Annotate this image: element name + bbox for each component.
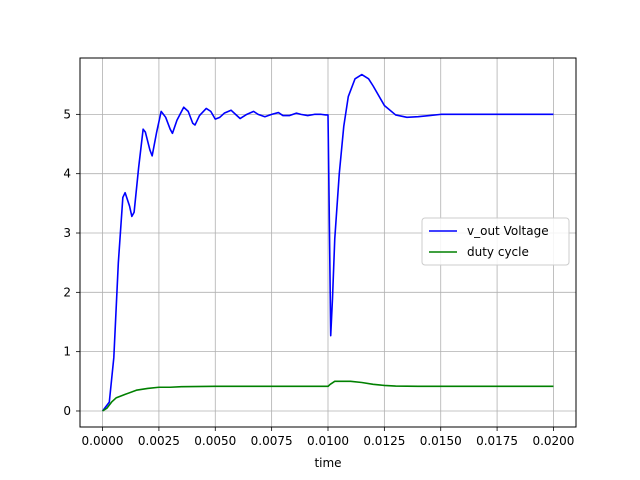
- series-lines: [101, 73, 554, 412]
- y-tick-label-3: 3: [63, 226, 71, 240]
- series-line-0: [101, 73, 554, 412]
- x-tick-label-3: 0.0075: [251, 434, 293, 448]
- series-line-1: [102, 380, 554, 412]
- legend: v_out Voltage duty cycle: [421, 217, 570, 266]
- y-tick-label-2: 2: [63, 285, 71, 299]
- y-tick-label-1: 1: [63, 345, 71, 359]
- ticks: 0.0000 0.0025 0.0050 0.0075 0.0100 0.0125 0.01…: [63, 107, 574, 448]
- legend-box: [421, 217, 570, 266]
- x-tick-label-0: 0.0000: [82, 434, 124, 448]
- x-tick-label-1: 0.0025: [138, 434, 180, 448]
- x-tick-label-6: 0.0150: [420, 434, 462, 448]
- y-tick-label-5: 5: [63, 107, 71, 121]
- y-tick-label-4: 4: [63, 167, 71, 181]
- y-tick-label-0: 0: [63, 404, 71, 418]
- legend-label-0: v_out Voltage: [467, 224, 549, 238]
- legend-label-1: duty cycle: [467, 245, 529, 259]
- x-tick-label-2: 0.0050: [194, 434, 236, 448]
- x-tick-label-8: 0.0200: [532, 434, 574, 448]
- x-axis-title: time: [314, 456, 341, 470]
- x-tick-label-4: 0.0100: [307, 434, 349, 448]
- x-tick-label-5: 0.0125: [363, 434, 405, 448]
- x-tick-label-7: 0.0175: [476, 434, 518, 448]
